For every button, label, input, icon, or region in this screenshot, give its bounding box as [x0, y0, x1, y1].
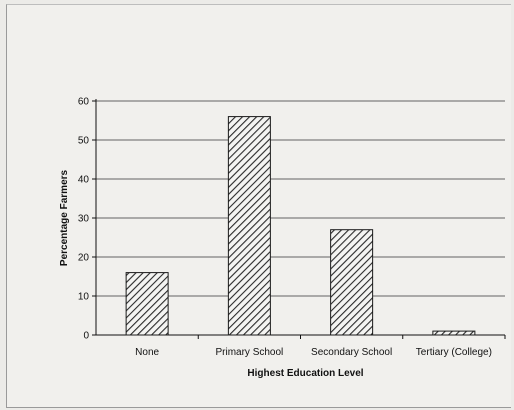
- bars: [125, 116, 476, 336]
- bar-primary-school: [227, 116, 271, 336]
- bar-chart: 0 10 20 30 40 50 60 None Primary School Secondary…: [59, 97, 506, 379]
- x-tick-label: Primary School: [215, 347, 283, 358]
- y-tick-label: 10: [78, 292, 90, 303]
- y-tick-label: 60: [78, 97, 90, 108]
- x-tick-label: None: [135, 347, 159, 358]
- chart-frame: 0 10 20 30 40 50 60 None Primary School Secondary…: [6, 4, 511, 408]
- x-tick-label: Secondary School: [311, 347, 392, 358]
- y-tick-label: 0: [83, 331, 89, 342]
- x-tick-label: Tertiary (College): [416, 347, 492, 358]
- tick-labels: 0 10 20 30 40 50 60 None Primary School Secondary…: [78, 97, 492, 359]
- gridlines: [96, 100, 505, 297]
- y-tick-label: 30: [78, 214, 90, 225]
- y-tick-label: 50: [78, 136, 90, 147]
- bar-tertiary-college: [432, 330, 476, 336]
- bar-secondary-school: [330, 229, 374, 336]
- y-tick-label: 20: [78, 253, 90, 264]
- y-axis-title: Percentage Farmers: [59, 169, 70, 266]
- y-tick-label: 40: [78, 175, 90, 186]
- bar-none: [125, 272, 169, 336]
- x-axis-title: Highest Education Level: [247, 368, 363, 379]
